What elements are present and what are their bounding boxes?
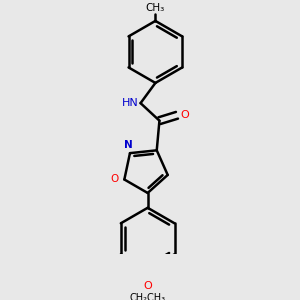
Text: O: O xyxy=(180,110,189,120)
Text: O: O xyxy=(111,175,119,184)
Text: CH₂CH₃: CH₂CH₃ xyxy=(130,293,166,300)
Text: HN: HN xyxy=(122,98,138,108)
Text: O: O xyxy=(143,280,152,291)
Text: CH₃: CH₃ xyxy=(146,3,165,13)
Text: N: N xyxy=(124,140,133,150)
